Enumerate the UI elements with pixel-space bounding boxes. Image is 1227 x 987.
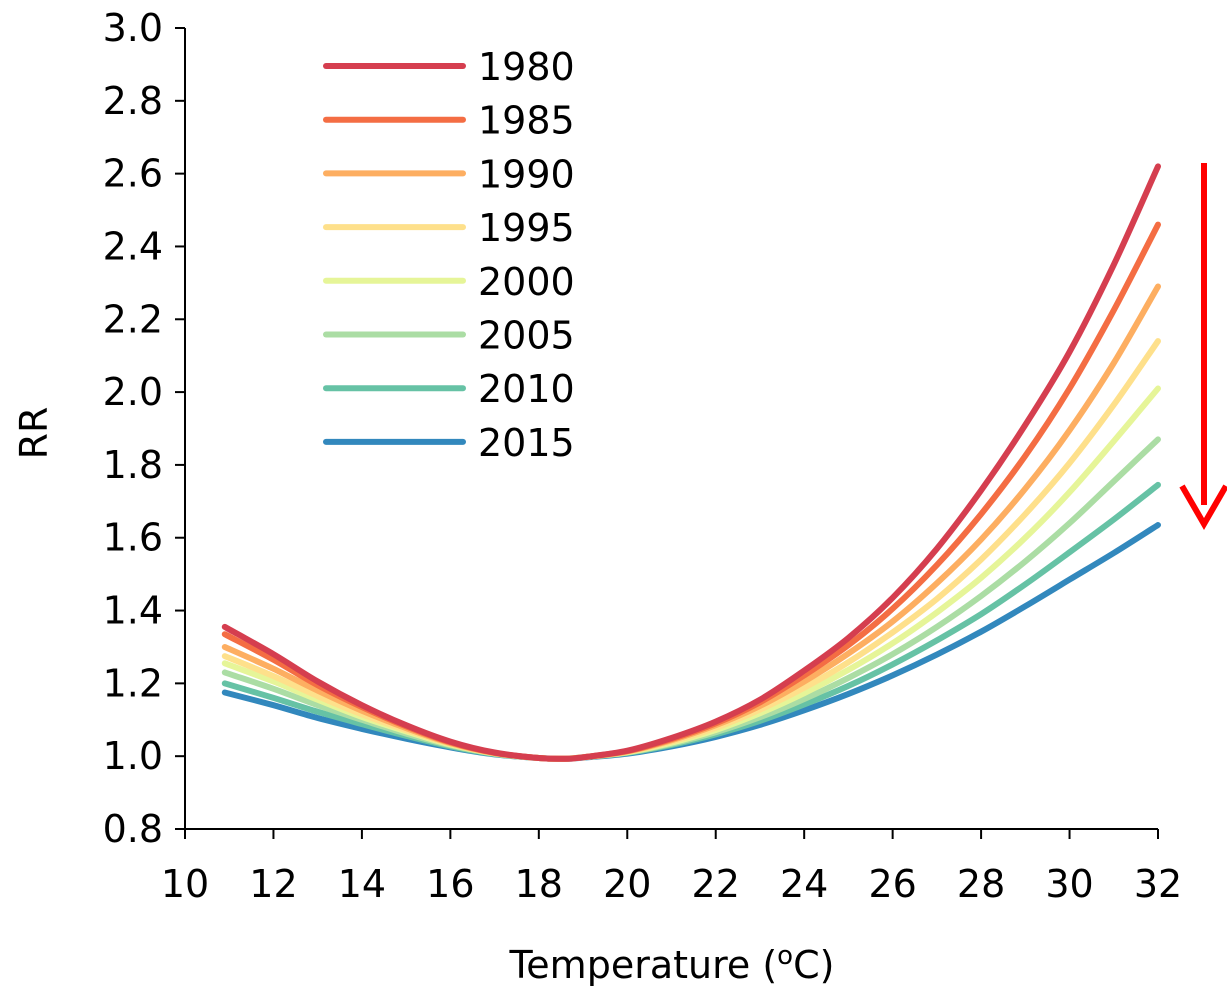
series-layer: [221, 163, 1161, 762]
y-axis-title: RR: [12, 407, 56, 460]
series-line-1995: [221, 338, 1161, 762]
y-tick-label: 2.8: [103, 79, 163, 123]
y-tick-label: 2.6: [103, 152, 163, 196]
y-tick-label: 2.2: [103, 297, 163, 341]
x-tick-label: 14: [338, 862, 386, 906]
y-tick-label: 3.0: [103, 6, 163, 50]
y-tick-label: 1.0: [103, 734, 163, 778]
y-axis: 0.8 1.0 1.2 1.4 1.6 1.8 2.0 2.2 2.4 2.6 2.8 3.0: [103, 6, 186, 851]
legend-label-1980: 1980: [478, 45, 575, 89]
series-line-1985: [221, 221, 1161, 762]
x-axis-title-superscript: o: [777, 941, 793, 971]
x-tick-label: 24: [780, 862, 828, 906]
arrow-head: [1179, 484, 1227, 530]
trend-arrow-icon: [1179, 163, 1227, 530]
x-tick-label: 22: [692, 862, 740, 906]
x-axis: 10 12 14 16 18 20 22 24 26 28 30 32: [161, 828, 1182, 906]
legend-label-1995: 1995: [478, 206, 575, 250]
y-tick-label: 2.0: [103, 370, 163, 414]
x-tick-label: 18: [515, 862, 563, 906]
y-tick-label: 0.8: [103, 807, 163, 851]
legend-label-2000: 2000: [478, 260, 575, 304]
legend-label-2015: 2015: [478, 421, 575, 465]
series-line-1980: [221, 163, 1161, 762]
legend-label-1985: 1985: [478, 99, 575, 143]
x-tick-label: 26: [868, 862, 916, 906]
legend-label-2010: 2010: [478, 367, 575, 411]
x-axis-title-main: Temperature (: [509, 943, 778, 987]
y-tick-label: 1.6: [103, 516, 163, 560]
x-tick-label: 32: [1134, 862, 1182, 906]
x-tick-label: 16: [426, 862, 474, 906]
x-tick-label: 30: [1045, 862, 1093, 906]
x-tick-label: 28: [957, 862, 1005, 906]
x-tick-label: 10: [161, 862, 209, 906]
x-tick-label: 12: [249, 862, 297, 906]
y-tick-label: 1.8: [103, 443, 163, 487]
legend: 1980 1985 1990 1995 2000 2005 2010 2015: [323, 45, 575, 465]
x-tick-label: 20: [603, 862, 651, 906]
legend-label-1990: 1990: [478, 152, 575, 196]
legend-label-2005: 2005: [478, 314, 575, 358]
x-axis-title: Temperature (oC): [509, 941, 835, 987]
y-tick-label: 2.4: [103, 224, 163, 268]
x-axis-title-unit: C): [793, 943, 834, 987]
y-tick-label: 1.4: [103, 589, 163, 633]
y-tick-label: 1.2: [103, 661, 163, 705]
